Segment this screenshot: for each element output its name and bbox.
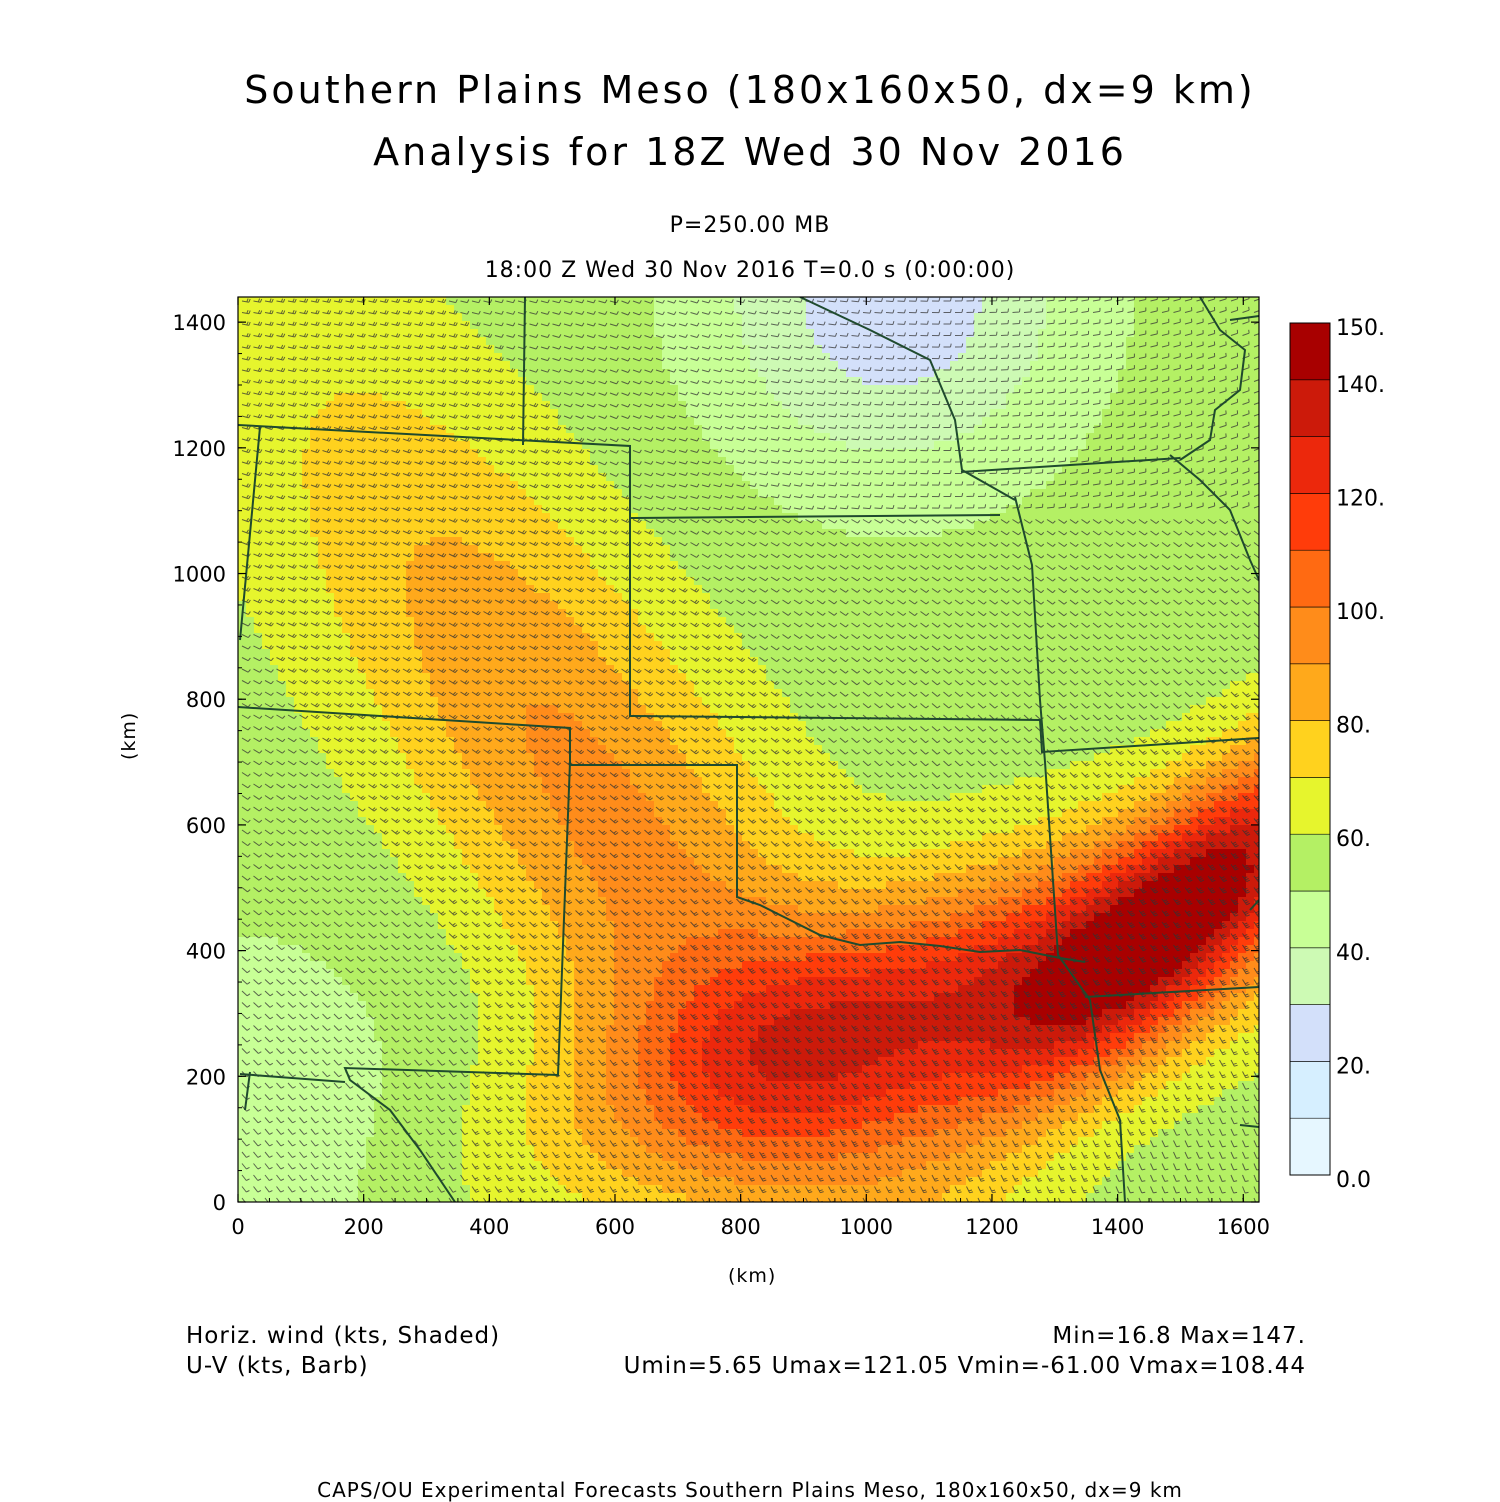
colorbar-label: 140. [1336,373,1385,398]
x-tick-label: 1600 [1217,1215,1270,1239]
y-tick-label: 1400 [173,311,226,335]
colorbar-label: 60. [1336,827,1371,852]
y-tick-label: 1200 [173,437,226,461]
x-axis-label: (km) [728,1265,776,1287]
colorbar-swatch [1290,721,1330,778]
colorbar-swatch [1290,891,1330,948]
y-tick-label: 200 [186,1065,226,1089]
colorbar-swatch [1290,323,1330,380]
colorbar-swatch [1290,777,1330,834]
y-axis-label: (km) [118,712,140,760]
x-tick-label: 400 [469,1215,509,1239]
x-tick-label: 1400 [1091,1215,1144,1239]
colorbar-label: 80. [1336,714,1371,739]
colorbar-label: 0.0 [1336,1168,1371,1193]
colorbar-label: 20. [1336,1054,1371,1079]
x-tick-label: 600 [595,1215,635,1239]
colorbar-label: 40. [1336,941,1371,966]
colorbar-swatch [1290,834,1330,891]
colorbar: 150. 140. 120. 100. 80. 60. 40. 20. 0.0 [1290,316,1385,1193]
x-tick-label: 1000 [840,1215,893,1239]
colorbar-swatch [1290,493,1330,550]
colorbar-swatch [1290,437,1330,494]
x-tick-label: 1200 [965,1215,1018,1239]
colorbar-swatch [1290,550,1330,607]
uv-min-max-readout: Umin=5.65 Umax=121.05 Vmin=-61.00 Vmax=1… [624,1353,1306,1379]
y-tick-label: 0 [213,1191,226,1215]
y-tick-label: 400 [186,940,226,964]
credit-line: CAPS/OU Experimental Forecasts Southern … [0,1478,1500,1502]
colorbar-swatch [1290,607,1330,664]
shaded-field-label: Horiz. wind (kts, Shaded) [186,1323,500,1349]
y-tick-label: 800 [186,688,226,712]
x-tick-label: 0 [231,1215,244,1239]
colorbar-label: 150. [1336,316,1385,341]
colorbar-label: 120. [1336,486,1385,511]
colorbar-swatch [1290,664,1330,721]
y-tick-label: 1000 [173,563,226,587]
colorbar-swatch [1290,1061,1330,1118]
y-tick-label: 600 [186,814,226,838]
colorbar-swatch [1290,1118,1330,1175]
colorbar-swatch [1290,380,1330,437]
barb-field-label: U-V (kts, Barb) [186,1353,369,1379]
colorbar-swatch [1290,1005,1330,1062]
colorbar-swatch [1290,948,1330,1005]
x-tick-label: 200 [344,1215,384,1239]
min-max-readout: Min=16.8 Max=147. [1052,1323,1306,1349]
x-tick-label: 800 [721,1215,761,1239]
colorbar-label: 100. [1336,600,1385,625]
